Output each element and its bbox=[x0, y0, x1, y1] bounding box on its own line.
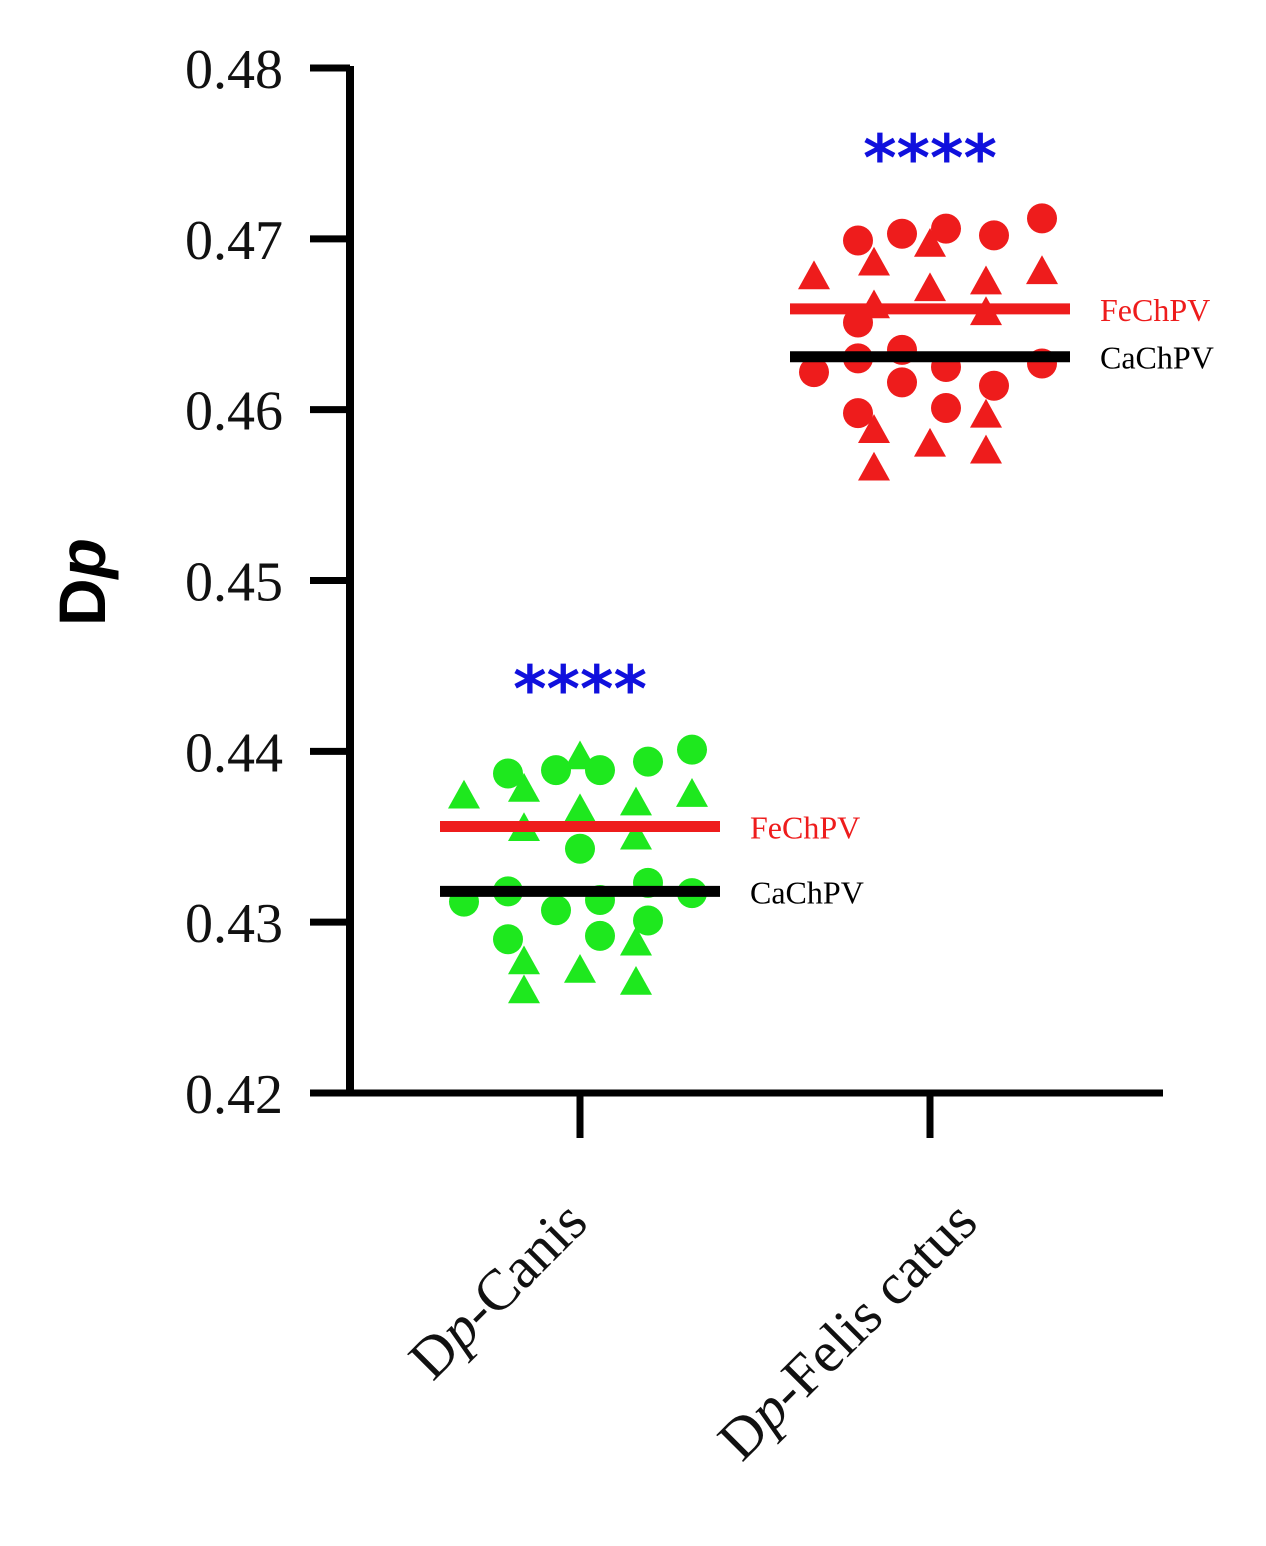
data-marks bbox=[440, 203, 1070, 1004]
data-point-triangle bbox=[564, 954, 596, 983]
labels: Dp Dp-Canis Dp-Felis catus FeChPV CaChPV ****… bbox=[45, 122, 1214, 1472]
data-point-triangle bbox=[858, 451, 890, 481]
data-point-triangle bbox=[970, 398, 1002, 428]
data-point-circle bbox=[979, 370, 1009, 401]
x-category-label: Dp-Canis bbox=[396, 1188, 599, 1391]
mean-label-cachpv: CaChPV bbox=[1100, 340, 1214, 376]
data-point-circle bbox=[585, 920, 615, 951]
y-tick-label: 0.43 bbox=[185, 893, 283, 955]
data-point-circle bbox=[843, 225, 873, 256]
y-tick-label: 0.47 bbox=[185, 210, 283, 272]
data-point-circle bbox=[931, 392, 961, 423]
data-point-circle bbox=[565, 833, 595, 864]
mean-label-fechpv: FeChPV bbox=[1100, 292, 1210, 328]
data-point-triangle bbox=[448, 779, 480, 809]
data-point-triangle bbox=[620, 926, 652, 956]
y-tick-label: 0.44 bbox=[185, 722, 283, 784]
data-point-triangle bbox=[914, 227, 946, 257]
data-point-circle bbox=[633, 905, 663, 936]
data-point-triangle bbox=[798, 260, 830, 290]
data-point-circle bbox=[585, 755, 615, 786]
data-point-triangle bbox=[564, 793, 596, 823]
mean-label-cachpv: CaChPV bbox=[750, 874, 864, 910]
data-point-triangle bbox=[858, 246, 890, 276]
data-point-triangle bbox=[676, 778, 708, 807]
y-tick-label: 0.48 bbox=[185, 39, 283, 101]
axes: 0.42 0.43 0.44 0.45 0.46 0.47 0.48 bbox=[185, 39, 1163, 1138]
data-point-circle bbox=[633, 746, 663, 777]
data-point-circle bbox=[493, 758, 523, 789]
y-tick-label: 0.46 bbox=[185, 381, 283, 443]
y-axis-label: Dp bbox=[45, 538, 119, 626]
data-point-circle bbox=[931, 213, 961, 244]
data-point-triangle bbox=[508, 772, 540, 802]
data-point-triangle bbox=[564, 740, 596, 770]
data-point-triangle bbox=[970, 265, 1002, 295]
x-category-label: Dp-Felis catus bbox=[705, 1188, 989, 1472]
data-point-circle bbox=[843, 398, 873, 429]
y-tick-label: 0.42 bbox=[185, 1064, 283, 1126]
data-point-triangle bbox=[914, 427, 946, 457]
data-point-circle bbox=[541, 895, 571, 926]
data-point-circle bbox=[493, 924, 523, 955]
data-point-circle bbox=[1027, 203, 1057, 234]
significance-stars: **** bbox=[863, 122, 997, 196]
significance-stars: **** bbox=[513, 654, 647, 728]
data-point-circle bbox=[887, 218, 917, 249]
data-point-circle bbox=[799, 357, 829, 388]
data-point-triangle bbox=[508, 974, 540, 1004]
data-point-triangle bbox=[914, 272, 946, 302]
data-point-circle bbox=[979, 220, 1009, 251]
data-point-triangle bbox=[620, 820, 652, 850]
data-point-circle bbox=[677, 734, 707, 765]
data-point-circle bbox=[541, 755, 571, 786]
data-point-triangle bbox=[620, 965, 652, 995]
data-point-triangle bbox=[1026, 255, 1058, 285]
data-point-triangle bbox=[508, 945, 540, 975]
data-point-triangle bbox=[970, 434, 1002, 464]
data-point-triangle bbox=[620, 786, 652, 816]
data-point-circle bbox=[887, 367, 917, 398]
mean-label-fechpv: FeChPV bbox=[750, 810, 860, 846]
data-point-triangle bbox=[858, 414, 890, 443]
y-tick-label: 0.45 bbox=[185, 552, 283, 614]
